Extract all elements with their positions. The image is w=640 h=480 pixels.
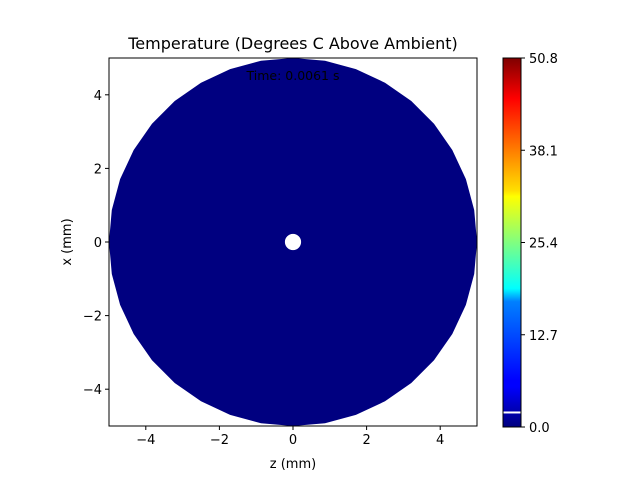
colorbar-tick-label: 0.0 xyxy=(529,421,550,436)
x-axis-label: z (mm) xyxy=(270,457,316,472)
colorbar-gradient xyxy=(503,58,521,427)
y-tick-label: 2 xyxy=(94,162,102,177)
y-axis-label: x (mm) xyxy=(60,218,75,265)
x-tick-label: 2 xyxy=(362,433,370,448)
y-tick-label: 0 xyxy=(94,236,102,251)
x-tick-label: 4 xyxy=(436,433,444,448)
temperature-field-disk xyxy=(109,58,477,426)
colorbar-marker xyxy=(503,411,521,414)
x-axis: −4 −2 0 2 4 xyxy=(136,426,444,448)
x-tick-label: 0 xyxy=(289,433,297,448)
colorbar-tick-label: 12.7 xyxy=(529,329,558,344)
chart-title: Temperature (Degrees C Above Ambient) xyxy=(127,34,458,53)
y-axis: −4 −2 0 2 4 xyxy=(83,89,109,398)
x-tick-label: −2 xyxy=(210,433,229,448)
colorbar-tick-label: 38.1 xyxy=(529,144,558,159)
colorbar-tick-label: 25.4 xyxy=(529,237,558,252)
colorbar-tick-label: 50.8 xyxy=(529,52,558,67)
colorbar: 0.0 12.7 25.4 38.1 50.8 xyxy=(502,52,558,436)
plot-area: Time: 0.0061 s xyxy=(108,57,478,427)
y-tick-label: −2 xyxy=(83,310,102,325)
y-tick-label: 4 xyxy=(94,89,102,104)
y-tick-label: −4 xyxy=(83,383,102,398)
time-annotation: Time: 0.0061 s xyxy=(246,68,340,83)
x-tick-label: −4 xyxy=(136,433,155,448)
